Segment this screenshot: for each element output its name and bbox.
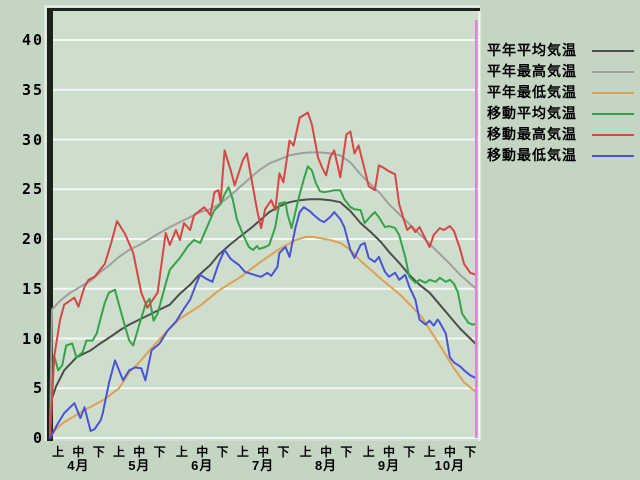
x-tick-4月-上: 上 — [52, 445, 65, 459]
x-tick-8月-下: 下 — [340, 445, 353, 459]
month-label-4月: 4月 — [67, 458, 90, 473]
x-tick-9月-中: 中 — [382, 445, 395, 459]
x-tick-10月-下: 下 — [464, 445, 477, 459]
x-tick-10月-中: 中 — [443, 445, 456, 459]
legend-swatch-moving-max — [592, 134, 634, 136]
x-tick-5月-下: 下 — [153, 445, 166, 459]
legend-swatch-normal-avg — [592, 50, 634, 52]
month-label-10月: 10月 — [434, 458, 466, 473]
series-line-normal-max — [49, 151, 478, 439]
y-axis-label-20: 20 — [21, 230, 44, 248]
y-axis-label-0: 0 — [32, 429, 44, 447]
legend-label-moving-max: 移動最高気温 — [487, 126, 577, 142]
x-tick-7月-上: 上 — [236, 445, 249, 459]
y-axis-label-25: 25 — [21, 180, 44, 199]
y-axis-label-5: 5 — [32, 379, 44, 398]
series-line-moving-min — [49, 206, 478, 439]
legend-label-moving-min: 移動最低気温 — [487, 147, 577, 163]
x-tick-10月-上: 上 — [423, 445, 436, 459]
legend-swatch-normal-max — [592, 71, 634, 73]
month-label-9月: 9月 — [377, 458, 401, 473]
top-axis-bar — [47, 8, 480, 11]
x-tick-7月-下: 下 — [277, 445, 290, 459]
x-tick-9月-下: 下 — [403, 445, 416, 459]
month-label-5月: 5月 — [128, 458, 151, 473]
x-tick-5月-上: 上 — [113, 445, 126, 459]
x-tick-5月-中: 中 — [133, 445, 146, 459]
series-line-moving-max — [49, 111, 478, 439]
x-tick-8月-上: 上 — [299, 445, 312, 459]
x-tick-7月-中: 中 — [257, 445, 270, 459]
plot-area — [50, 10, 480, 441]
legend-swatch-moving-avg — [592, 113, 634, 115]
legend-swatch-moving-min — [592, 155, 634, 157]
y-axis-label-40: 40 — [21, 31, 44, 49]
legend-label-normal-max: 平年最高気温 — [487, 63, 577, 79]
x-tick-4月-下: 下 — [92, 445, 105, 459]
x-tick-8月-中: 中 — [320, 445, 333, 459]
x-tick-6月-上: 上 — [175, 445, 188, 459]
month-label-6月: 6月 — [191, 458, 214, 473]
x-tick-6月-下: 下 — [216, 445, 229, 459]
legend-label-normal-avg: 平年平均気温 — [487, 42, 577, 58]
x-tick-9月-上: 上 — [362, 445, 375, 459]
x-tick-4月-中: 中 — [72, 445, 85, 459]
y-axis-label-10: 10 — [21, 329, 44, 348]
y-axis-label-35: 35 — [21, 80, 44, 99]
y-axis-label-15: 15 — [21, 279, 44, 298]
legend-label-normal-min: 平年最低気温 — [487, 84, 577, 100]
legend-label-moving-avg: 移動平均気温 — [487, 105, 577, 121]
month-label-8月: 8月 — [314, 458, 338, 473]
x-tick-6月-中: 中 — [196, 445, 209, 459]
month-label-7月: 7月 — [252, 458, 275, 473]
y-axis-bar — [47, 8, 53, 441]
y-axis-label-30: 30 — [21, 130, 44, 149]
series-line-moving-avg — [49, 165, 478, 439]
legend-swatch-normal-min — [592, 92, 634, 94]
series-line-normal-min — [49, 236, 478, 439]
